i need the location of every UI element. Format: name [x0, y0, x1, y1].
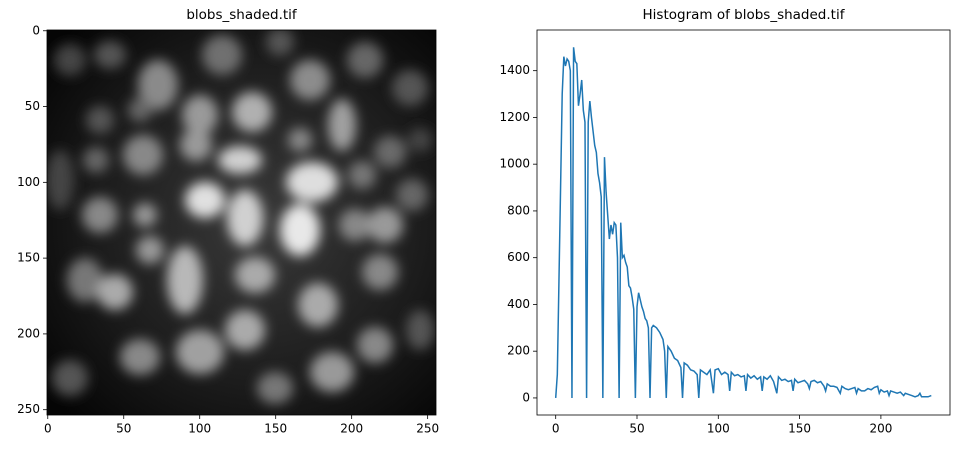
x-tick-label: 200 [869, 422, 892, 436]
x-tick-label: 150 [788, 422, 811, 436]
x-tick-label: 50 [629, 422, 644, 436]
x-tick-label: 50 [116, 422, 131, 436]
y-tick-label: 150 [17, 251, 40, 265]
y-tick-label: 1200 [499, 110, 530, 124]
y-tick-label: 800 [507, 203, 530, 217]
image [47, 30, 436, 415]
x-tick-label: 150 [264, 422, 287, 436]
x-tick-label: 0 [44, 422, 52, 436]
y-tick-label: 400 [507, 297, 530, 311]
y-tick-label: 1000 [499, 157, 530, 171]
x-tick-label: 100 [188, 422, 211, 436]
y-tick-label: 600 [507, 250, 530, 264]
y-tick-label: 1400 [499, 63, 530, 77]
histogram-line [554, 47, 932, 398]
y-tick-label: 0 [522, 390, 530, 404]
axes-frame [46, 29, 437, 416]
y-tick-label: 50 [25, 99, 40, 113]
x-tick-label: 200 [340, 422, 363, 436]
y-tick-label: 0 [32, 23, 40, 37]
y-tick-label: 250 [17, 402, 40, 416]
x-tick-label: 0 [552, 422, 560, 436]
axes-frame [536, 29, 951, 416]
chart-title: Histogram of blobs_shaded.tif [643, 7, 846, 23]
y-tick-label: 200 [507, 344, 530, 358]
x-tick-label: 100 [707, 422, 730, 436]
y-tick-label: 200 [17, 326, 40, 340]
chart-title: blobs_shaded.tif [186, 7, 298, 23]
y-tick-label: 100 [17, 175, 40, 189]
x-tick-label: 250 [416, 422, 439, 436]
